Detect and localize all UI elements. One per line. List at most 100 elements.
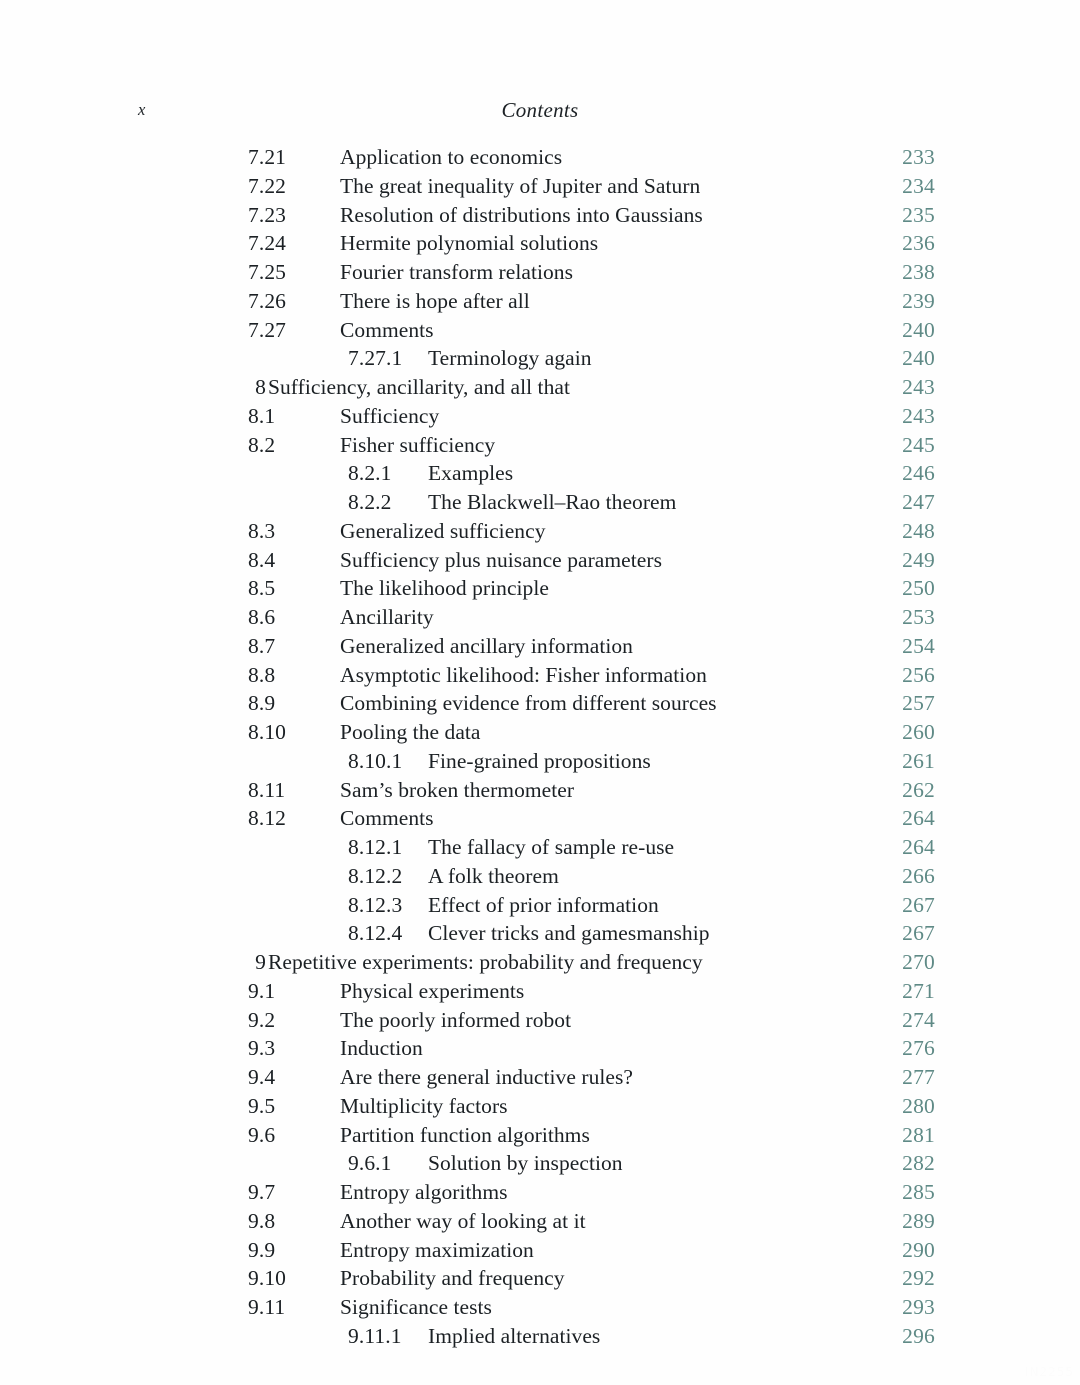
page-folio: x <box>138 100 146 119</box>
toc-entry-section[interactable]: 8.9 Combining evidence from different sou… <box>0 689 1080 718</box>
toc-entry-page-number: 245 <box>902 432 935 457</box>
toc-entry-section[interactable]: 8.12 Comments 264 <box>0 804 1080 833</box>
toc-entry-section[interactable]: 9.3 Induction 276 <box>0 1034 1080 1063</box>
toc-entry-section[interactable]: 8.5 The likelihood principle 250 <box>0 574 1080 603</box>
toc-entry-number: 8.12.4 <box>348 921 403 946</box>
toc-entry-number: 8.2.2 <box>348 490 392 514</box>
toc-entry-section[interactable]: 9.9 Entropy maximization 290 <box>0 1236 1080 1265</box>
toc-entry-title: The Blackwell–Rao theorem <box>428 490 677 514</box>
toc-entry-subsection[interactable]: 9.11.1 Implied alternatives 296 <box>0 1322 1080 1351</box>
toc-entry-title: There is hope after all <box>340 288 530 313</box>
toc-entry-section[interactable]: 9.4 Are there general inductive rules? 277 <box>0 1063 1080 1092</box>
toc-entry-number: 9.6.1 <box>348 1151 392 1176</box>
toc-entry-section[interactable]: 8.3 Generalized sufficiency 248 <box>0 517 1080 546</box>
toc-entry-subsection[interactable]: 8.12.2 A folk theorem 266 <box>0 862 1080 891</box>
toc-entry-page-number: 233 <box>902 145 935 169</box>
running-head: x Contents <box>130 98 950 126</box>
toc-entry-number: 7.23 <box>248 202 287 227</box>
toc-entry-title: Terminology again <box>428 346 592 371</box>
toc-entry-number: 9.8 <box>248 1208 276 1233</box>
toc-entry-number: 8.9 <box>248 691 276 716</box>
toc-entry-number: 8.7 <box>248 633 276 658</box>
toc-entry-page-number: 253 <box>902 605 935 629</box>
toc-entry-number: 8.5 <box>248 576 276 601</box>
toc-entry-number: 9.9 <box>248 1237 276 1262</box>
toc-entry-subsection[interactable]: 7.27.1 Terminology again 240 <box>0 344 1080 373</box>
toc-entry-section[interactable]: 7.26 There is hope after all 239 <box>0 287 1080 316</box>
toc-entry-section[interactable]: 9.1 Physical experiments 271 <box>0 977 1080 1006</box>
toc-entry-page-number: 267 <box>902 892 935 917</box>
toc-entry-title: Multiplicity factors <box>340 1093 508 1118</box>
toc-entry-section[interactable]: 7.23 Resolution of distributions into Gau… <box>0 201 1080 230</box>
toc-entry-section[interactable]: 9.8 Another way of looking at it 289 <box>0 1207 1080 1236</box>
toc-entry-number: 8.11 <box>248 777 286 802</box>
toc-entry-page-number: 248 <box>902 518 935 543</box>
toc-entry-subsection[interactable]: 8.2.2 The Blackwell–Rao theorem 247 <box>0 488 1080 517</box>
toc-entry-page-number: 264 <box>902 835 935 859</box>
toc-entry-section[interactable]: 7.27 Comments 240 <box>0 316 1080 345</box>
toc-entry-subsection[interactable]: 8.10.1 Fine-grained propositions 261 <box>0 747 1080 776</box>
toc-entry-section[interactable]: 8.7 Generalized ancillary information 254 <box>0 632 1080 661</box>
toc-entry-page-number: 236 <box>902 231 935 256</box>
toc-entry-page-number: 276 <box>902 1036 935 1061</box>
toc-entry-number: 7.21 <box>248 145 287 169</box>
toc-entry-title: Effect of prior information <box>428 892 659 917</box>
toc-entry-section[interactable]: 9.7 Entropy algorithms 285 <box>0 1178 1080 1207</box>
toc-entry-page-number: 256 <box>902 662 935 687</box>
toc-entry-page-number: 243 <box>902 375 935 399</box>
toc-entry-number: 8.3 <box>248 518 276 543</box>
toc-entry-page-number: 240 <box>902 346 935 371</box>
toc-entry-subsection[interactable]: 9.6.1 Solution by inspection 282 <box>0 1149 1080 1178</box>
toc-entry-subsection[interactable]: 8.12.3 Effect of prior information 267 <box>0 891 1080 920</box>
toc-entry-title: Are there general inductive rules? <box>340 1065 633 1089</box>
toc-entry-section[interactable]: 8.8 Asymptotic likelihood: Fisher informa… <box>0 661 1080 690</box>
toc-entry-section[interactable]: 8.10 Pooling the data 260 <box>0 718 1080 747</box>
toc-entry-subsection[interactable]: 8.2.1 Examples 246 <box>0 459 1080 488</box>
toc-entry-page-number: 264 <box>902 806 935 831</box>
toc-entry-page-number: 290 <box>902 1237 935 1262</box>
toc-entry-page-number: 267 <box>902 921 935 946</box>
toc-entry-page-number: 293 <box>902 1295 935 1319</box>
toc-entry-section[interactable]: 7.25 Fourier transform relations 238 <box>0 258 1080 287</box>
toc-entry-section[interactable]: 8.11 Sam’s broken thermometer 262 <box>0 776 1080 805</box>
toc-entry-chapter[interactable]: 8 Sufficiency, ancillarity, and all that 2… <box>0 373 1080 402</box>
toc-entry-title: Sufficiency, ancillarity, and all that <box>268 375 570 399</box>
toc-entry-page-number: 249 <box>902 547 935 572</box>
toc-entry-section[interactable]: 9.5 Multiplicity factors 280 <box>0 1092 1080 1121</box>
toc-entry-number: 8.2.1 <box>348 461 392 486</box>
toc-entry-section[interactable]: 8.4 Sufficiency plus nuisance parameters 2… <box>0 546 1080 575</box>
toc-entry-page-number: 270 <box>902 950 935 974</box>
toc-entry-section[interactable]: 8.6 Ancillarity 253 <box>0 603 1080 632</box>
toc-entry-section[interactable]: 9.2 The poorly informed robot 274 <box>0 1006 1080 1035</box>
toc-entry-page-number: 289 <box>902 1208 935 1233</box>
toc-entry-number: 9.11 <box>248 1295 286 1319</box>
toc-entry-number: 8.12.2 <box>348 863 403 888</box>
toc-entry-title: Sufficiency plus nuisance parameters <box>340 547 663 572</box>
toc-entry-section[interactable]: 7.24 Hermite polynomial solutions 236 <box>0 229 1080 258</box>
toc-entry-number: 8.10 <box>248 720 287 744</box>
toc-entry-number: 9.10 <box>248 1266 287 1291</box>
toc-entry-page-number: 235 <box>902 202 935 227</box>
toc-entry-section[interactable]: 8.2 Fisher sufficiency 245 <box>0 431 1080 460</box>
toc-entry-subsection[interactable]: 8.12.1 The fallacy of sample re-use 264 <box>0 833 1080 862</box>
toc-entry-title: Asymptotic likelihood: Fisher informatio… <box>340 662 707 687</box>
toc-entry-subsection[interactable]: 8.12.4 Clever tricks and gamesmanship 267 <box>0 919 1080 948</box>
toc-entry-number: 7.24 <box>248 231 287 256</box>
toc-entry-page-number: 296 <box>902 1323 935 1348</box>
toc-entry-title: Generalized ancillary information <box>340 633 633 658</box>
toc-entry-section[interactable]: 7.22 The great inequality of Jupiter and … <box>0 172 1080 201</box>
toc-entry-page-number: 234 <box>902 173 935 198</box>
toc-entry-section[interactable]: 9.6 Partition function algorithms 281 <box>0 1121 1080 1150</box>
toc-entry-page-number: 250 <box>902 576 935 601</box>
toc-entry-title: The great inequality of Jupiter and Satu… <box>340 173 701 198</box>
toc-entry-title: Entropy maximization <box>340 1237 534 1262</box>
toc-entry-section[interactable]: 7.21 Application to economics 233 <box>0 143 1080 172</box>
toc-entry-section[interactable]: 8.1 Sufficiency 243 <box>0 402 1080 431</box>
toc-entry-chapter[interactable]: 9 Repetitive experiments: probability and… <box>0 948 1080 977</box>
toc-entry-page-number: 254 <box>902 633 935 658</box>
toc-entry-section[interactable]: 9.10 Probability and frequency 292 <box>0 1264 1080 1293</box>
toc-entry-number: 9.11.1 <box>348 1323 402 1348</box>
table-of-contents: 7.21 Application to economics 233 7.22 The g… <box>0 143 1080 1351</box>
toc-entry-section[interactable]: 9.11 Significance tests 293 <box>0 1293 1080 1322</box>
toc-entry-number: 8.12 <box>248 806 287 831</box>
